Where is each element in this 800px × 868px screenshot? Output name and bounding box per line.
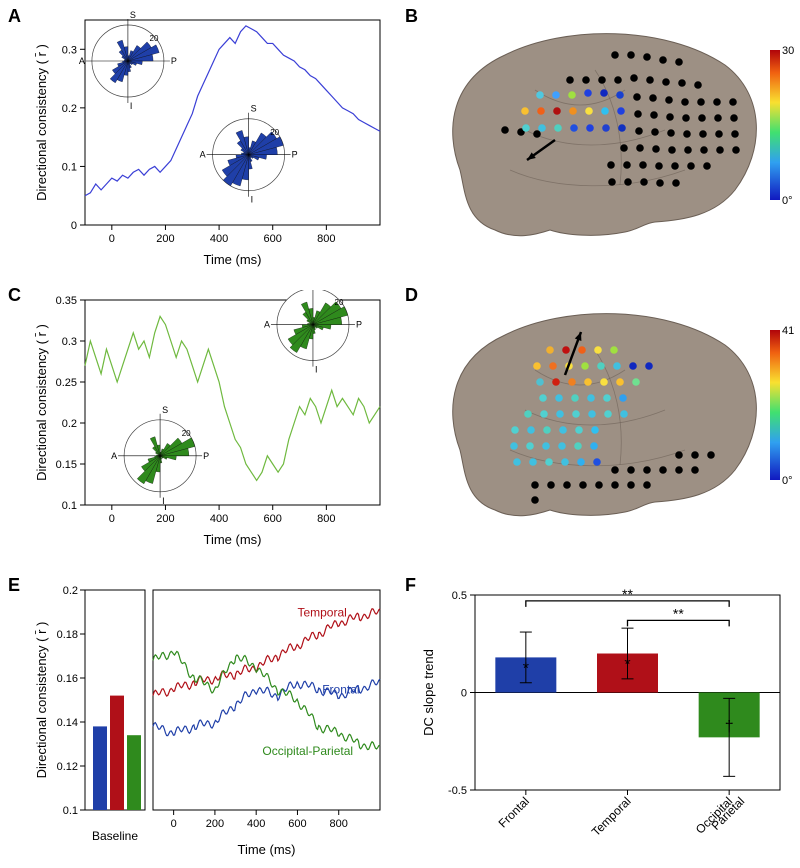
svg-text:0.3: 0.3	[62, 336, 77, 348]
svg-text:I: I	[130, 101, 133, 111]
svg-text:I: I	[315, 365, 318, 375]
svg-text:P: P	[171, 56, 177, 66]
svg-text:200: 200	[156, 233, 174, 245]
svg-text:†: †	[725, 718, 734, 735]
svg-text:200: 200	[206, 818, 224, 830]
panel-a-plot: 0 200 400 600 800 0 0.1 0.2 0.3 Time (ms) Directio…	[30, 10, 390, 270]
svg-text:20: 20	[150, 34, 159, 43]
panel-f-plot: -0.5 0 0.5 DC slope trend * Frontal * Temporal †…	[415, 580, 795, 860]
svg-text:0: 0	[71, 220, 77, 232]
svg-text:Temporal: Temporal	[297, 605, 346, 619]
svg-text:I: I	[162, 496, 165, 506]
svg-text:A: A	[79, 56, 85, 66]
svg-text:DC slope trend: DC slope trend	[421, 649, 436, 736]
svg-text:30°: 30°	[782, 45, 795, 57]
panel-e-label: E	[8, 575, 20, 596]
svg-text:S: S	[162, 405, 168, 415]
svg-text:Directional consistency ( r̄ ): Directional consistency ( r̄ )	[34, 44, 49, 201]
svg-text:Time (ms): Time (ms)	[203, 252, 261, 267]
svg-text:0.3: 0.3	[62, 44, 77, 56]
svg-text:0.1: 0.1	[63, 805, 78, 817]
svg-text:0.1: 0.1	[62, 161, 77, 173]
svg-text:0.1: 0.1	[62, 500, 77, 512]
svg-text:P: P	[356, 320, 362, 330]
svg-text:0°: 0°	[782, 195, 793, 207]
svg-text:*: *	[624, 657, 630, 674]
svg-text:400: 400	[247, 818, 265, 830]
svg-text:0.2: 0.2	[62, 103, 77, 115]
svg-text:P: P	[203, 451, 209, 461]
svg-text:*: *	[523, 660, 529, 677]
svg-text:0.12: 0.12	[57, 761, 78, 773]
svg-text:800: 800	[330, 818, 348, 830]
svg-text:**: **	[622, 586, 633, 602]
svg-text:0: 0	[171, 818, 177, 830]
svg-text:Directional consistency ( r̄ ): Directional consistency ( r̄ )	[34, 324, 49, 481]
panel-d-brain: 41° 0°	[415, 290, 795, 550]
panel-c-plot: 0 200 400 600 800 0.1 0.15 0.2 0.25 0.3 0.35 Time (…	[30, 290, 390, 550]
svg-text:600: 600	[264, 233, 282, 245]
svg-text:0.2: 0.2	[63, 585, 78, 597]
svg-text:Time (ms): Time (ms)	[237, 842, 295, 857]
svg-text:-0.5: -0.5	[448, 785, 467, 797]
svg-text:S: S	[251, 104, 257, 114]
svg-text:A: A	[264, 320, 270, 330]
svg-text:800: 800	[317, 513, 335, 525]
svg-text:0.16: 0.16	[57, 673, 78, 685]
svg-text:0: 0	[109, 233, 115, 245]
panel-a-label: A	[8, 6, 21, 27]
svg-text:20: 20	[182, 429, 191, 438]
svg-text:A: A	[111, 451, 117, 461]
svg-text:P: P	[292, 150, 298, 160]
svg-text:0: 0	[461, 688, 467, 700]
svg-text:I: I	[251, 195, 254, 205]
svg-text:Directional consistency ( r̄ ): Directional consistency ( r̄ )	[34, 622, 49, 779]
svg-text:0.25: 0.25	[56, 377, 77, 389]
svg-text:Temporal: Temporal	[589, 794, 634, 839]
svg-text:0.18: 0.18	[57, 629, 78, 641]
svg-text:0: 0	[109, 513, 115, 525]
svg-text:A: A	[200, 150, 206, 160]
panel-e-plot: 0.1 0.12 0.14 0.16 0.18 0.2 Baseline 0 200 400 600…	[30, 580, 390, 860]
svg-text:0.2: 0.2	[62, 418, 77, 430]
svg-text:400: 400	[210, 233, 228, 245]
svg-text:Occipital-Parietal: Occipital-Parietal	[262, 744, 353, 758]
svg-text:600: 600	[264, 513, 282, 525]
svg-text:Baseline: Baseline	[92, 829, 138, 843]
svg-text:**: **	[673, 605, 684, 621]
svg-text:20: 20	[270, 128, 279, 137]
svg-text:41°: 41°	[782, 325, 795, 337]
svg-text:Frontal: Frontal	[496, 794, 532, 830]
svg-text:0.14: 0.14	[57, 717, 78, 729]
svg-text:600: 600	[288, 818, 306, 830]
svg-text:200: 200	[156, 513, 174, 525]
svg-text:20: 20	[335, 298, 344, 307]
svg-text:Frontal: Frontal	[322, 682, 359, 696]
panel-b-brain: 30° 0°	[415, 10, 795, 270]
svg-text:0.15: 0.15	[56, 459, 77, 471]
svg-text:0.5: 0.5	[452, 590, 467, 602]
svg-text:0°: 0°	[782, 475, 793, 487]
svg-text:S: S	[130, 10, 136, 20]
svg-text:400: 400	[210, 513, 228, 525]
panel-c-label: C	[8, 285, 21, 306]
svg-text:0.35: 0.35	[56, 295, 77, 307]
svg-text:Time (ms): Time (ms)	[203, 532, 261, 547]
svg-text:800: 800	[317, 233, 335, 245]
